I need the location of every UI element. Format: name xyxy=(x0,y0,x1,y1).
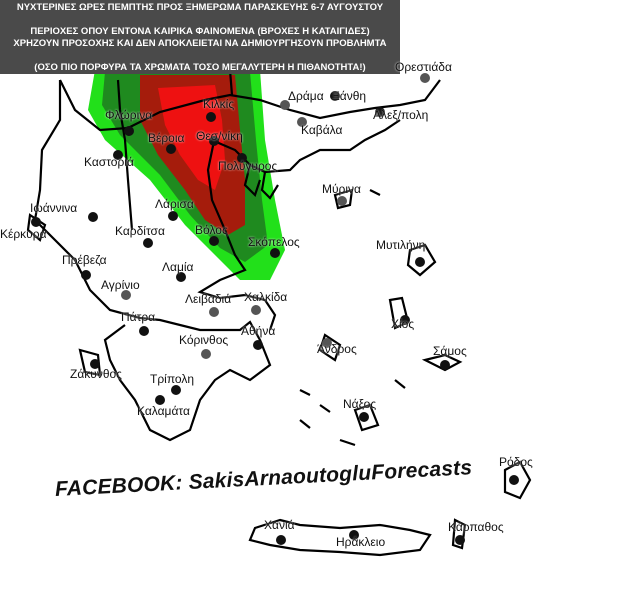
city-marker xyxy=(90,359,100,369)
city-label: Καβάλα xyxy=(301,123,343,137)
city-marker xyxy=(168,211,178,221)
city-marker xyxy=(270,248,280,258)
city-label: Δράμα xyxy=(288,89,324,103)
header-line-3: ΧΡΗΖΟΥΝ ΠΡΟΣΟΧΗΣ ΚΑΙ ΔΕΝ ΑΠΟΚΛΕΙΕΤΑΙ ΝΑ … xyxy=(13,38,387,49)
city-marker xyxy=(31,217,41,227)
city-label: Χαλκίδα xyxy=(244,290,288,304)
city-marker xyxy=(400,315,410,325)
city-label: Κάρπαθος xyxy=(448,520,504,534)
city-marker xyxy=(455,535,465,545)
city-marker xyxy=(420,73,430,83)
city-marker xyxy=(124,126,134,136)
city-marker xyxy=(155,395,165,405)
city-marker xyxy=(88,212,98,222)
city-label: Κιλκίς xyxy=(203,97,235,111)
city-marker xyxy=(375,107,385,117)
city-marker xyxy=(359,412,369,422)
header-line-2: ΠΕΡΙΟΧΕΣ ΟΠΟΥ ΕΝΤΟΝΑ ΚΑΙΡΙΚΑ ΦΑΙΝΟΜΕΝΑ (… xyxy=(30,26,370,37)
city-marker xyxy=(113,150,123,160)
city-label: Χίος xyxy=(391,317,415,331)
city-marker xyxy=(121,290,131,300)
city-marker xyxy=(171,385,181,395)
city-label: Κόρινθος xyxy=(179,333,229,347)
city-label: Ρόδος xyxy=(499,455,533,469)
city-marker xyxy=(280,100,290,110)
city-label: Νάξος xyxy=(343,397,377,411)
city-label: Ηράκλειο xyxy=(336,535,386,549)
city-marker xyxy=(322,338,332,348)
city-marker xyxy=(440,360,450,370)
city-marker xyxy=(176,272,186,282)
city-label: Άνδρος xyxy=(317,342,357,356)
city-marker xyxy=(297,117,307,127)
city-marker xyxy=(237,153,247,163)
city-label: Καρδίτσα xyxy=(115,224,165,238)
city-marker xyxy=(253,340,263,350)
city-marker xyxy=(251,305,261,315)
city-marker xyxy=(201,349,211,359)
city-label: Αλεξ/πολη xyxy=(373,108,429,122)
city-label: Πρέβεζα xyxy=(62,253,107,267)
city-label: Κέρκυρα xyxy=(0,227,47,241)
forecast-header: ΝΥΧΤΕΡΙΝΕΣ ΩΡΕΣ ΠΕΜΠΤΗΣ ΠΡΟΣ ΞΗΜΕΡΩΜΑ ΠΑ… xyxy=(0,0,400,74)
city-marker xyxy=(209,236,219,246)
city-marker xyxy=(330,91,340,101)
city-label: Καστοριά xyxy=(84,155,134,169)
city-marker xyxy=(276,535,286,545)
city-label: Σάμος xyxy=(433,344,467,358)
header-line-1: ΝΥΧΤΕΡΙΝΕΣ ΩΡΕΣ ΠΕΜΠΤΗΣ ΠΡΟΣ ΞΗΜΕΡΩΜΑ ΠΑ… xyxy=(16,2,384,13)
city-label: Βέροια xyxy=(148,131,185,145)
city-label: Πάτρα xyxy=(121,310,156,324)
city-marker xyxy=(209,136,219,146)
city-label: Αθήνα xyxy=(241,324,276,338)
city-label: Ζάκυνθος xyxy=(70,367,122,381)
city-label: Χανιά xyxy=(264,518,295,532)
city-label: Ιωάννινα xyxy=(30,201,78,215)
city-label: Λαμία xyxy=(162,260,194,274)
city-marker xyxy=(509,475,519,485)
city-label: Βόλος xyxy=(195,223,228,237)
city-marker xyxy=(415,257,425,267)
city-label: Φλώρινα xyxy=(105,108,153,122)
city-label: Σκόπελος xyxy=(248,235,300,249)
city-marker xyxy=(166,144,176,154)
city-label: Μύρινα xyxy=(322,182,361,196)
city-label: Λειβαδιά xyxy=(185,292,232,306)
city-label: Τρίπολη xyxy=(150,372,195,386)
city-label: Αγρίνιο xyxy=(101,278,140,292)
city-label: Καλαμάτα xyxy=(137,404,190,418)
header-line-4: (ΟΣΟ ΠΙΟ ΠΟΡΦΥΡΑ ΤΑ ΧΡΩΜΑΤΑ ΤΟΣΟ ΜΕΓΑΛΥΤ… xyxy=(34,62,366,73)
city-marker xyxy=(349,530,359,540)
city-label: Ορεστιάδα xyxy=(395,60,452,74)
city-marker xyxy=(81,270,91,280)
city-marker xyxy=(337,196,347,206)
city-marker xyxy=(209,307,219,317)
city-label: Λάρισα xyxy=(155,197,194,211)
city-label: Ξάνθη xyxy=(332,89,367,103)
city-label: Μυτιλήνη xyxy=(376,238,426,252)
city-marker xyxy=(143,238,153,248)
city-marker xyxy=(206,112,216,122)
city-marker xyxy=(139,326,149,336)
city-label: Θεσ/νίκη xyxy=(196,129,243,143)
city-label: Πολύγυρος xyxy=(218,159,278,173)
